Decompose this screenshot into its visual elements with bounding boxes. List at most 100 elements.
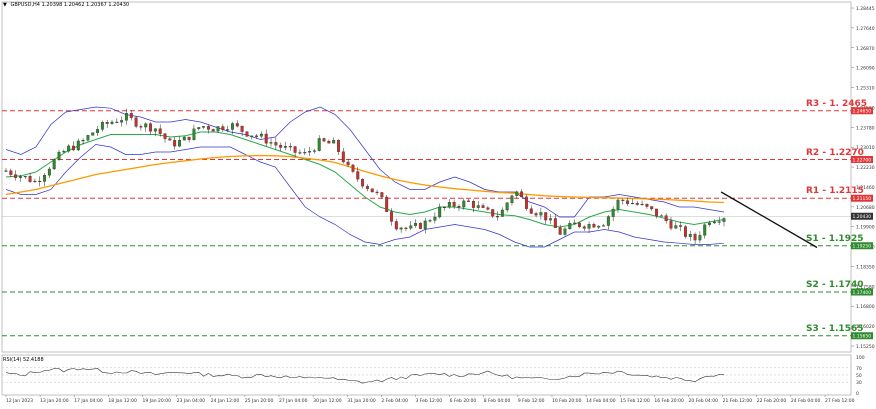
candle-body xyxy=(587,224,591,229)
price-tick-label: 1.21460 xyxy=(856,185,875,191)
level-price-tag-text: 1.24650 xyxy=(853,109,872,115)
candle-body xyxy=(153,128,157,132)
candle-body xyxy=(597,225,601,228)
candle-body xyxy=(621,199,625,201)
candle-body xyxy=(640,203,644,206)
downtrend-line xyxy=(720,191,818,249)
candle-body xyxy=(245,131,249,137)
candle-body xyxy=(144,123,148,128)
candle-body xyxy=(356,171,360,180)
candle-body xyxy=(264,133,268,144)
candle-body xyxy=(404,227,408,229)
candle-body xyxy=(394,221,398,230)
candle-body xyxy=(669,220,673,229)
candle-body xyxy=(168,138,172,141)
candle-body xyxy=(308,151,312,153)
candle-body xyxy=(221,126,225,130)
candle-body xyxy=(457,205,461,208)
moving-average-long xyxy=(5,154,725,204)
time-tick-label: 30 Jan 12:00 xyxy=(313,398,342,404)
candle-body xyxy=(52,159,56,170)
candle-body xyxy=(577,222,581,227)
candle-body xyxy=(38,180,42,183)
level-price-tag xyxy=(851,332,873,340)
candle-body xyxy=(418,223,422,229)
candle-body xyxy=(462,200,466,208)
candle-body xyxy=(496,216,499,218)
candle-body xyxy=(211,129,215,132)
candle-body xyxy=(105,122,109,124)
chart-header: ▼ GBPUSD,H4 1.20398 1.20462 1.20367 1.20… xyxy=(3,2,129,8)
time-tick-label: 27 Jan 04:00 xyxy=(279,398,308,404)
time-tick-label: 9 Feb 12:00 xyxy=(518,398,545,404)
candle-body xyxy=(149,123,153,132)
candle-body xyxy=(553,218,557,228)
price-tick-label: 1.23780 xyxy=(856,125,875,131)
candle-body xyxy=(139,126,143,128)
candle-body xyxy=(443,206,446,209)
candle-body xyxy=(616,199,620,210)
candle-body xyxy=(240,125,244,132)
time-tick-label: 18 Jan 12:00 xyxy=(108,398,137,404)
price-tick-label: 1.23010 xyxy=(856,145,875,151)
candle-body xyxy=(197,127,201,130)
candle-body xyxy=(544,212,548,221)
time-tick-label: 2 Feb 04:00 xyxy=(381,398,408,404)
time-tick-label: 25 Jan 20:00 xyxy=(245,398,274,404)
resistance-2-label: R2 - 1.2270 xyxy=(806,147,864,158)
candle-body xyxy=(438,206,442,218)
time-tick-label: 12 Jan 2023 xyxy=(6,398,33,404)
candle-body xyxy=(279,144,283,148)
main-plot-frame xyxy=(1,1,852,353)
candle-body xyxy=(346,161,350,166)
time-tick-label: 21 Feb 12:00 xyxy=(723,398,753,404)
candle-body xyxy=(298,152,302,154)
price-tick-label: 1.19900 xyxy=(856,225,875,231)
moving-average-mid xyxy=(5,131,725,228)
time-tick-label: 8 Feb 04:00 xyxy=(484,398,511,404)
candle-body xyxy=(129,113,133,118)
candle-body xyxy=(67,145,71,152)
time-tick-label: 31 Jan 20:00 xyxy=(347,398,376,404)
candle-body xyxy=(327,140,331,144)
candle-body xyxy=(476,205,480,208)
candle-body xyxy=(606,216,610,226)
rsi-label: RSI(14) 52.4188 xyxy=(3,357,44,363)
candle-body xyxy=(549,218,552,221)
candle-body xyxy=(659,215,663,217)
price-tick-label: 1.17580 xyxy=(856,284,875,290)
candle-body xyxy=(568,223,572,230)
time-tick-label: 22 Feb 20:00 xyxy=(757,398,787,404)
time-tick-label: 19 Jan 20:00 xyxy=(143,398,172,404)
level-price-tag-text: 1.17400 xyxy=(853,290,872,296)
candle-body xyxy=(303,152,307,154)
current-price-tag-text: 1.20430 xyxy=(853,214,872,220)
level-price-tag-text: 1.22700 xyxy=(853,157,872,163)
time-tick-label: 16 Feb 20:00 xyxy=(654,398,684,404)
candle-body xyxy=(332,140,336,144)
time-tick-label: 14 Feb 04:00 xyxy=(586,398,616,404)
candle-body xyxy=(423,220,427,229)
time-tick-label: 3 Feb 12:00 xyxy=(416,398,443,404)
candle-body xyxy=(125,113,128,121)
candle-body xyxy=(250,135,254,137)
price-tick-label: 1.16020 xyxy=(856,324,875,330)
candle-body xyxy=(708,222,711,225)
level-price-tag-text: 1.15650 xyxy=(853,334,872,340)
candle-body xyxy=(274,142,278,146)
rsi-tick-label: 0 xyxy=(856,391,859,397)
level-price-tag xyxy=(851,156,873,163)
candle-body xyxy=(47,168,51,176)
candle-body xyxy=(235,123,239,127)
level-price-tag-text: 1.19250 xyxy=(853,244,872,250)
candle-body xyxy=(192,128,196,140)
candle-body xyxy=(187,136,191,140)
candle-body xyxy=(703,224,707,236)
resistance-3-label: R3 - 1. 2465 xyxy=(806,98,868,109)
candle-body xyxy=(505,202,509,211)
rsi-tick-label: 50 xyxy=(856,373,862,379)
time-tick-label: 15 Feb 12:00 xyxy=(620,398,650,404)
candle-body xyxy=(370,188,374,193)
